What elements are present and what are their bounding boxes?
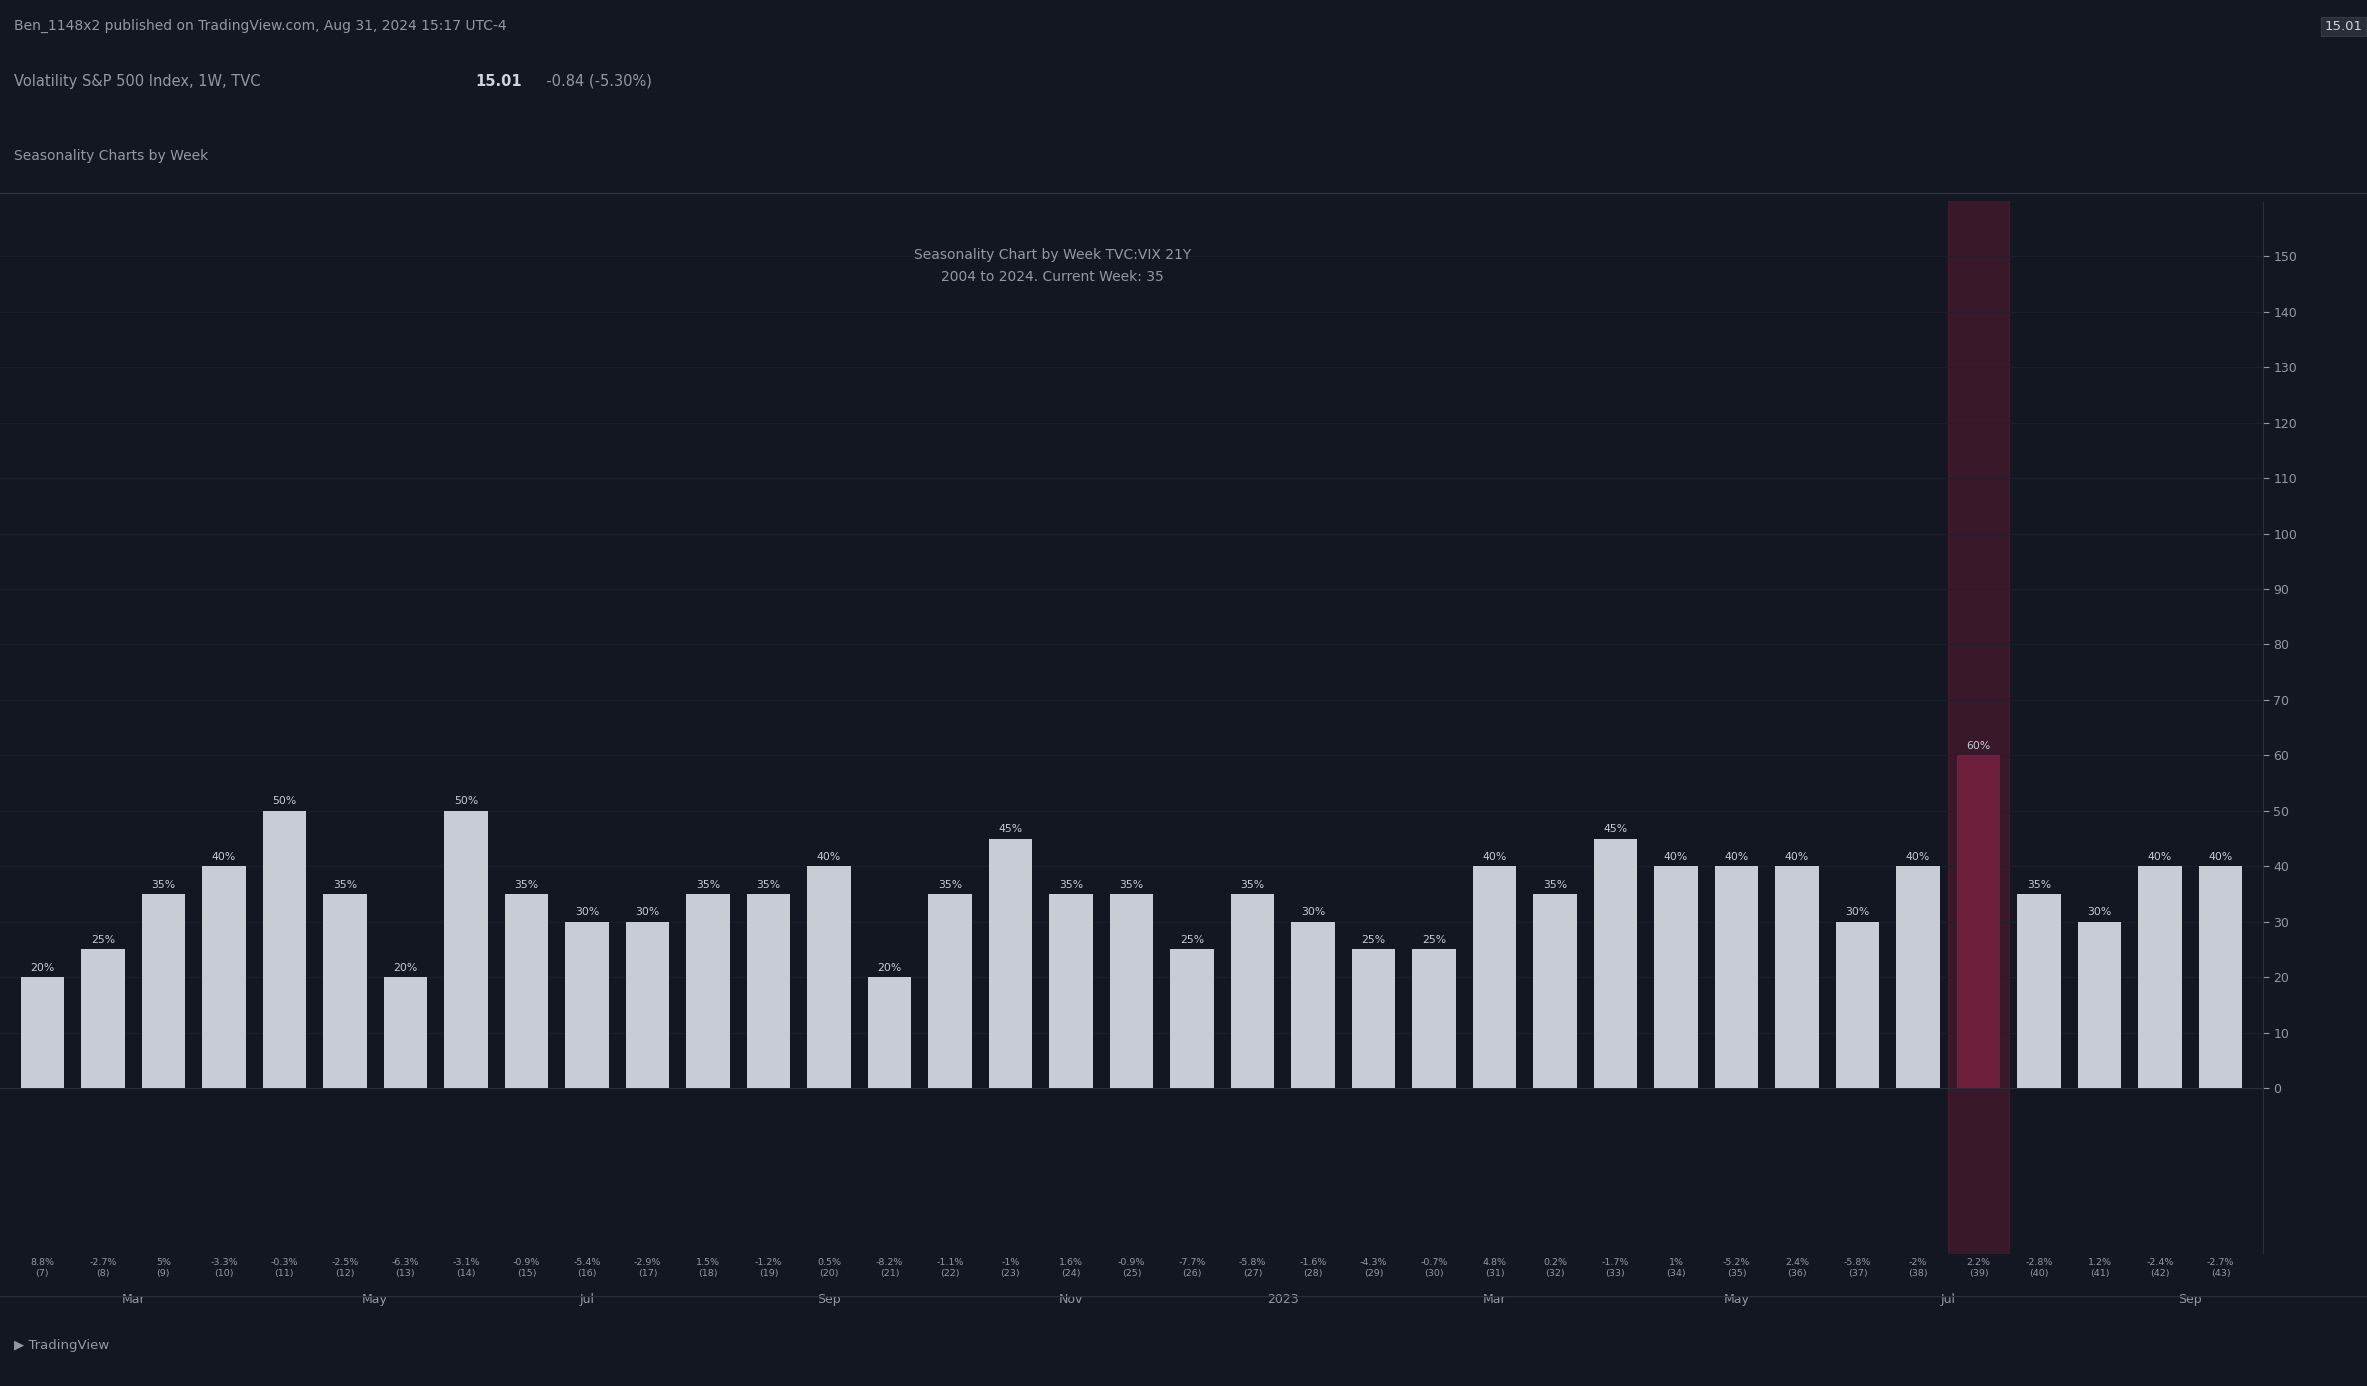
Text: ▶ TradingView: ▶ TradingView: [14, 1339, 109, 1351]
Text: 30%: 30%: [575, 908, 599, 918]
Text: 40%: 40%: [2208, 852, 2232, 862]
Text: 45%: 45%: [1602, 825, 1628, 834]
Bar: [263, 811, 305, 1088]
Text: Jul: Jul: [580, 1293, 594, 1306]
Text: 20%: 20%: [31, 963, 54, 973]
Text: 30%: 30%: [2088, 908, 2111, 918]
Text: 35%: 35%: [2026, 880, 2052, 890]
Bar: [1655, 866, 1697, 1088]
Text: 20%: 20%: [878, 963, 902, 973]
Text: May: May: [1723, 1293, 1749, 1306]
Text: 40%: 40%: [1723, 852, 1749, 862]
Bar: [625, 922, 670, 1088]
Text: Nov: Nov: [1058, 1293, 1084, 1306]
Bar: [746, 894, 791, 1088]
Text: 25%: 25%: [90, 936, 116, 945]
Text: 60%: 60%: [1967, 742, 1991, 751]
Text: 30%: 30%: [1302, 908, 1326, 918]
Bar: [1534, 894, 1576, 1088]
Bar: [504, 894, 549, 1088]
Bar: [1231, 894, 1273, 1088]
Bar: [322, 894, 367, 1088]
Bar: [928, 894, 973, 1088]
Bar: [201, 866, 246, 1088]
Text: 40%: 40%: [1482, 852, 1505, 862]
Bar: [1413, 949, 1456, 1088]
Bar: [1958, 755, 2000, 1088]
Text: 35%: 35%: [334, 880, 357, 890]
Text: 15.01: 15.01: [476, 73, 523, 89]
Text: 35%: 35%: [514, 880, 537, 890]
Bar: [1472, 866, 1517, 1088]
Bar: [142, 894, 185, 1088]
Bar: [1049, 894, 1094, 1088]
Bar: [21, 977, 64, 1088]
Text: 35%: 35%: [937, 880, 961, 890]
Bar: [445, 811, 488, 1088]
Bar: [1169, 949, 1214, 1088]
Text: 30%: 30%: [1846, 908, 1870, 918]
Text: 35%: 35%: [757, 880, 781, 890]
Text: Mar: Mar: [121, 1293, 144, 1306]
Text: 25%: 25%: [1423, 936, 1446, 945]
Text: 35%: 35%: [1543, 880, 1567, 890]
Bar: [383, 977, 426, 1088]
Bar: [989, 839, 1032, 1088]
Text: 35%: 35%: [1120, 880, 1143, 890]
Text: 40%: 40%: [817, 852, 840, 862]
Text: Seasonality Chart by Week TVC:VIX 21Y
2004 to 2024. Current Week: 35: Seasonality Chart by Week TVC:VIX 21Y 20…: [914, 248, 1191, 284]
Text: 25%: 25%: [1179, 936, 1205, 945]
Bar: [2017, 894, 2062, 1088]
Bar: [2078, 922, 2121, 1088]
Text: 2023: 2023: [1266, 1293, 1299, 1306]
Bar: [2137, 866, 2182, 1088]
Bar: [1714, 866, 1759, 1088]
Bar: [807, 866, 850, 1088]
Text: 20%: 20%: [393, 963, 417, 973]
Bar: [1948, 201, 2010, 1254]
Text: 40%: 40%: [1664, 852, 1688, 862]
Text: 35%: 35%: [1240, 880, 1264, 890]
Bar: [1775, 866, 1818, 1088]
Text: May: May: [362, 1293, 388, 1306]
Text: 50%: 50%: [454, 797, 478, 807]
Text: 40%: 40%: [1785, 852, 1808, 862]
Text: 50%: 50%: [272, 797, 296, 807]
Text: -0.84 (-5.30%): -0.84 (-5.30%): [537, 73, 653, 89]
Bar: [2199, 866, 2242, 1088]
Text: Volatility S&P 500 Index, 1W, TVC: Volatility S&P 500 Index, 1W, TVC: [14, 73, 270, 89]
Bar: [869, 977, 911, 1088]
Bar: [1110, 894, 1153, 1088]
Text: Sep: Sep: [2178, 1293, 2201, 1306]
Bar: [1837, 922, 1879, 1088]
Text: 40%: 40%: [1905, 852, 1929, 862]
Text: 15.01: 15.01: [2324, 19, 2362, 33]
Bar: [1593, 839, 1638, 1088]
Text: Jul: Jul: [1941, 1293, 1955, 1306]
Text: 35%: 35%: [1058, 880, 1084, 890]
Bar: [686, 894, 729, 1088]
Bar: [80, 949, 125, 1088]
Text: 45%: 45%: [999, 825, 1023, 834]
Text: 35%: 35%: [696, 880, 720, 890]
Text: 40%: 40%: [211, 852, 237, 862]
Bar: [566, 922, 608, 1088]
Text: Mar: Mar: [1482, 1293, 1505, 1306]
Bar: [1896, 866, 1941, 1088]
Text: 35%: 35%: [151, 880, 175, 890]
Text: Ben_1148x2 published on TradingView.com, Aug 31, 2024 15:17 UTC-4: Ben_1148x2 published on TradingView.com,…: [14, 19, 507, 33]
Text: 40%: 40%: [2147, 852, 2173, 862]
Text: 25%: 25%: [1361, 936, 1385, 945]
Text: 30%: 30%: [634, 908, 660, 918]
Bar: [1290, 922, 1335, 1088]
Text: Sep: Sep: [817, 1293, 840, 1306]
Bar: [1352, 949, 1394, 1088]
Text: Seasonality Charts by Week: Seasonality Charts by Week: [14, 148, 208, 164]
